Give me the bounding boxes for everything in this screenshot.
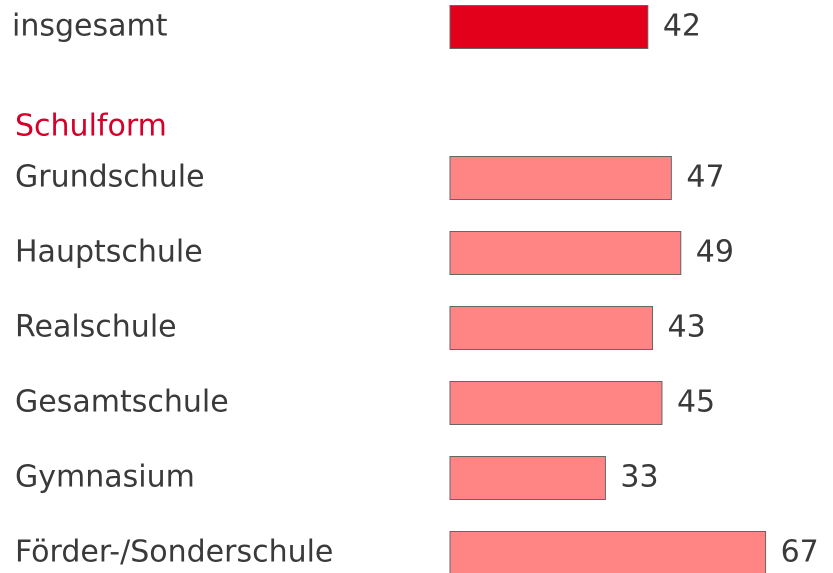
- bar: [449, 456, 606, 500]
- category-label: insgesamt: [12, 9, 168, 44]
- value-label: 47: [686, 160, 724, 195]
- category-label: Realschule: [15, 310, 177, 345]
- bar: [449, 5, 649, 49]
- bar: [449, 381, 663, 425]
- value-label: 42: [663, 9, 701, 44]
- category-label: Förder-/Sonderschule: [15, 535, 333, 570]
- value-label: 45: [677, 385, 715, 420]
- category-label: Grundschule: [15, 160, 205, 195]
- bar: [449, 531, 767, 573]
- value-label: 33: [620, 460, 658, 495]
- bar: [449, 231, 682, 275]
- bar: [449, 306, 654, 350]
- category-label: Gymnasium: [15, 460, 195, 495]
- value-label: 49: [696, 235, 734, 270]
- category-label: Gesamtschule: [15, 385, 229, 420]
- category-label: Hauptschule: [15, 235, 203, 270]
- value-label: 67: [781, 535, 819, 570]
- group-label: Schulform: [15, 109, 167, 144]
- value-label: 43: [668, 310, 706, 345]
- bar: [449, 156, 672, 200]
